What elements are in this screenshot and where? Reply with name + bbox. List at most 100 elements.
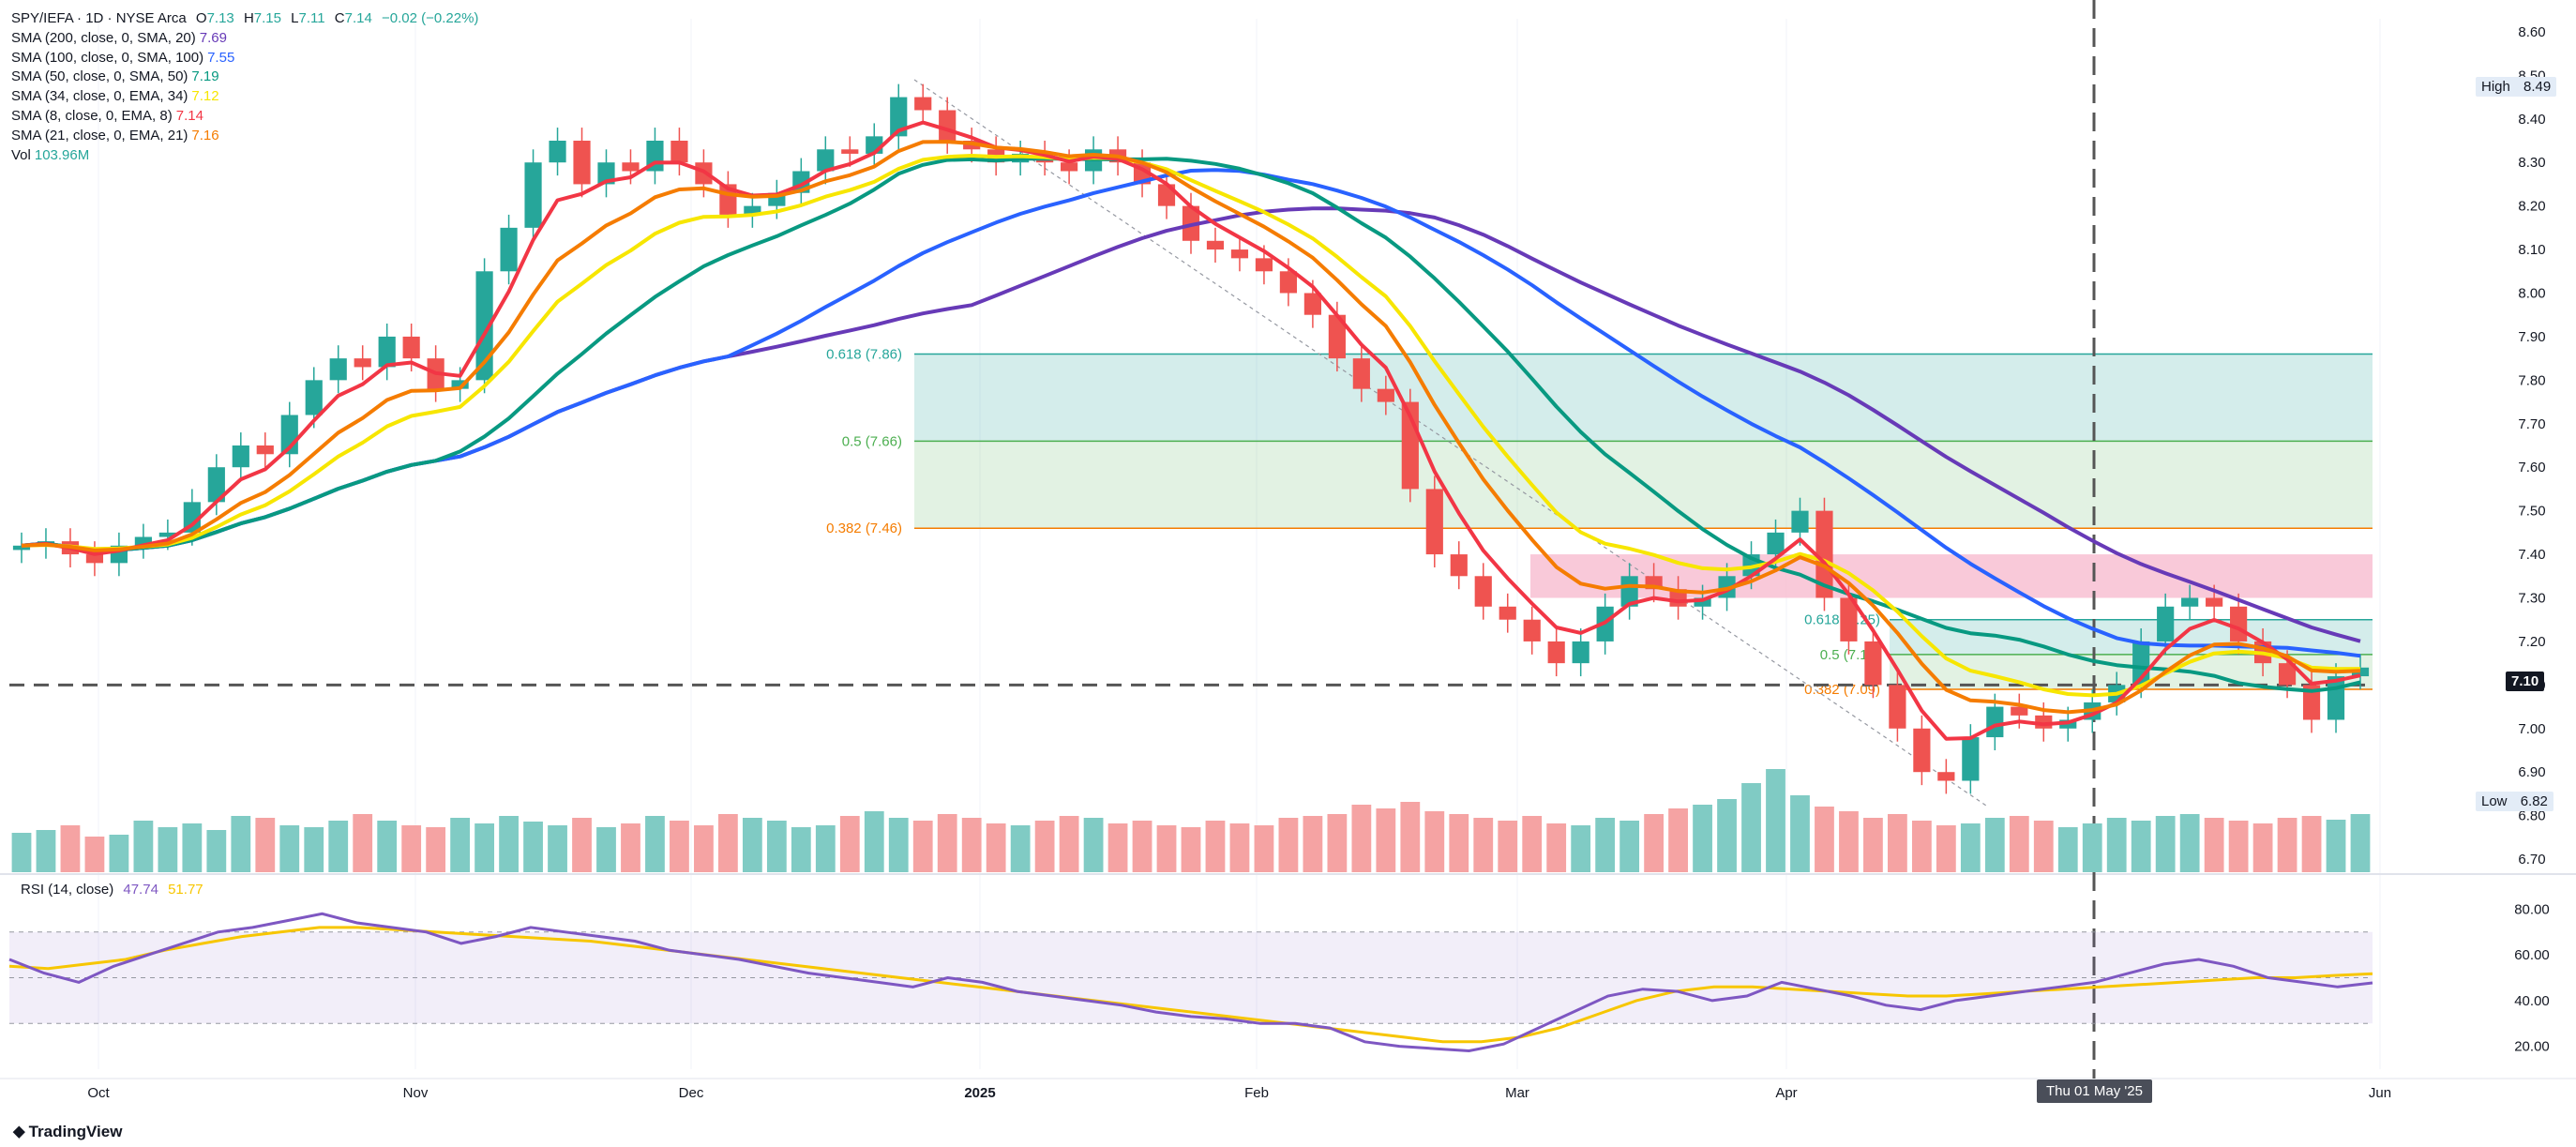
volume-bar (791, 827, 811, 872)
candle-body (256, 445, 274, 455)
volume-bar (401, 825, 422, 872)
volume-bar (158, 827, 178, 872)
volume-bar (596, 827, 616, 872)
volume-bar (766, 821, 787, 872)
candle-body (1791, 510, 1809, 533)
candle-body (744, 205, 761, 215)
candle-body (329, 358, 347, 381)
volume-bar (1181, 827, 1201, 872)
indicator-value: 103.96M (34, 146, 90, 163)
volume-bar (231, 816, 251, 872)
volume-bar (718, 814, 738, 872)
price-tick-label: 6.70 (2518, 852, 2545, 868)
candle-body (549, 141, 566, 163)
symbol-row[interactable]: SPY/IEFA · 1D · NYSE Arca O7.13 H7.15 L7… (11, 9, 478, 29)
ohlc-open: O7.13 (196, 10, 238, 26)
price-tick-label: 8.40 (2518, 112, 2545, 128)
candle-body (85, 554, 104, 564)
candle-body (1864, 641, 1882, 686)
volume-bar (36, 830, 56, 872)
price-tick-label: 7.00 (2518, 721, 2545, 737)
x-tick-label: Jun (2369, 1085, 2391, 1101)
volume-bar (621, 823, 640, 872)
volume-bar (2252, 823, 2273, 872)
candle-body (207, 467, 225, 503)
candle-body (1889, 685, 1906, 729)
volume-bars (11, 769, 2371, 872)
low-value: 6.82 (2520, 793, 2548, 809)
ohlc-open-value: 7.13 (206, 10, 234, 26)
candle-body (1206, 240, 1225, 250)
candle-body (1694, 597, 1711, 607)
trend-line (913, 79, 1989, 807)
volume-bar (206, 830, 227, 872)
volume-bar (1644, 814, 1664, 872)
volume-bar (1984, 818, 2005, 872)
volume-bar (11, 833, 32, 872)
volume-bar (839, 816, 860, 872)
volume-bar (1400, 802, 1421, 872)
volume-bar (2082, 823, 2102, 872)
rsi-value: 47.74 (123, 882, 158, 898)
indicator-row[interactable]: Vol 103.96M (11, 146, 478, 166)
volume-bar (109, 835, 129, 872)
fib-upper-zone-1 (914, 354, 2373, 442)
grid (0, 19, 2576, 1079)
rsi-tick-label: 20.00 (2514, 1039, 2550, 1055)
indicator-value: 7.12 (191, 88, 219, 105)
indicator-row[interactable]: SMA (100, close, 0, SMA, 100) 7.55 (11, 49, 478, 68)
low-label: Low (2481, 793, 2508, 809)
volume-bar (2301, 816, 2322, 872)
price-tick-label: 8.60 (2518, 24, 2545, 40)
volume-bar (1498, 821, 1518, 872)
indicator-row[interactable]: SMA (200, close, 0, SMA, 20) 7.69 (11, 29, 478, 49)
indicator-row[interactable]: SMA (34, close, 0, EMA, 34) 7.12 (11, 87, 478, 107)
candle-body (451, 380, 469, 389)
volume-bar (2106, 818, 2127, 872)
high-label: High (2481, 79, 2510, 95)
volume-bar (2033, 821, 2054, 872)
candle-body (670, 141, 688, 163)
volume-bar (2131, 821, 2151, 872)
indicator-row[interactable]: SMA (50, close, 0, SMA, 50) 7.19 (11, 68, 478, 87)
volume-bar (2350, 814, 2371, 872)
volume-bar (1424, 811, 1445, 872)
candle-body (1620, 576, 1638, 607)
x-tick-label: Mar (1505, 1085, 1529, 1101)
candle-body (1815, 510, 1833, 598)
volume-bar (353, 814, 373, 872)
ema-8-line (21, 120, 2361, 741)
volume-bar (986, 823, 1006, 872)
tradingview-logo[interactable]: ⬥ TradingView (13, 1122, 122, 1141)
symbol-title[interactable]: SPY/IEFA · 1D · NYSE Arca (11, 10, 187, 26)
volume-bar (1351, 805, 1372, 872)
indicator-value: 7.55 (207, 49, 235, 66)
rsi-label[interactable]: RSI (14, close) (21, 882, 114, 898)
last-price-value: 7.10 (2511, 673, 2539, 689)
volume-bar (1546, 823, 1567, 872)
volume-bar (1839, 811, 1859, 872)
volume-bar (548, 825, 567, 872)
volume-bar (1571, 825, 1591, 872)
candle-body (232, 445, 249, 468)
volume-bar (888, 818, 909, 872)
x-tick-label: Dec (679, 1085, 704, 1101)
rsi-legend[interactable]: RSI (14, close) 47.74 51.77 (21, 882, 203, 898)
volume-bar (2277, 818, 2297, 872)
volume-bar (742, 818, 762, 872)
ohlc-high: H7.15 (244, 10, 285, 26)
candle-body (402, 336, 420, 359)
candle-body (2206, 597, 2223, 607)
volume-bar (133, 821, 154, 872)
indicator-row[interactable]: SMA (8, close, 0, EMA, 8) 7.14 (11, 107, 478, 127)
candle-body (183, 502, 201, 533)
volume-bar (1815, 807, 1834, 872)
volume-bar (1303, 816, 1323, 872)
candle-body (1986, 706, 2004, 738)
indicator-legend: SPY/IEFA · 1D · NYSE Arca O7.13 H7.15 L7… (11, 9, 478, 165)
indicator-row[interactable]: SMA (21, close, 0, EMA, 21) 7.16 (11, 127, 478, 146)
indicator-label: SMA (21, close, 0, EMA, 21) (11, 127, 188, 143)
indicator-value: 7.19 (191, 68, 219, 85)
volume-bar (1717, 799, 1737, 872)
